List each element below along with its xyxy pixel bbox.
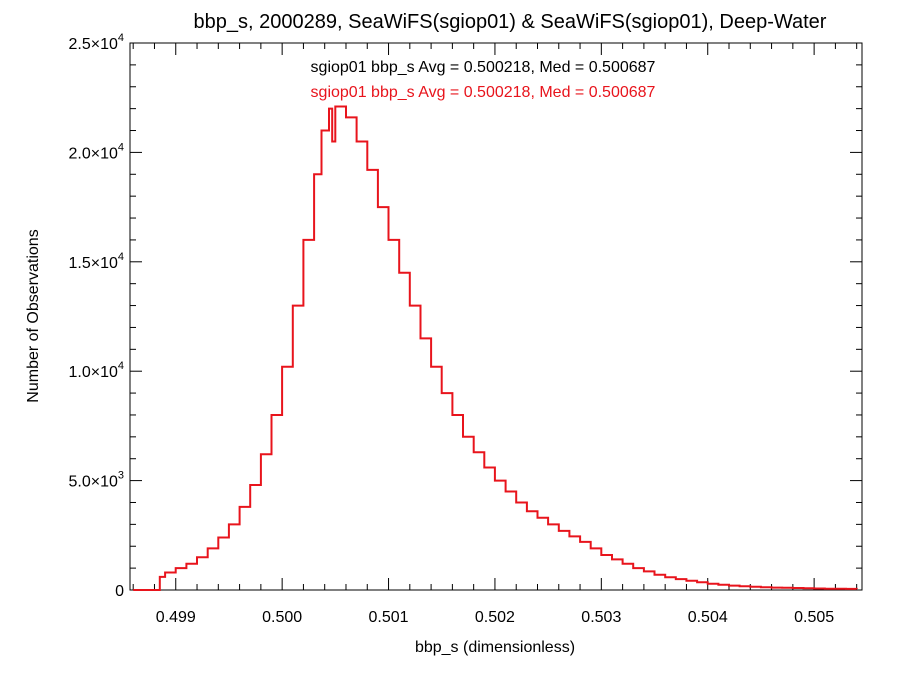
annotation-text: sgiop01 bbp_s Avg = 0.500218, Med = 0.50… xyxy=(311,59,656,76)
y-tick-label: 2.0×104 xyxy=(68,141,124,162)
x-axis-label: bbp_s (dimensionless) xyxy=(415,639,575,656)
plot-area xyxy=(129,42,863,591)
y-tick-label: 2.5×104 xyxy=(68,32,124,53)
annotation-group: sgiop01 bbp_s Avg = 0.500218, Med = 0.50… xyxy=(311,59,656,101)
x-axis-ticks: 0.499 0.500 0.501 0.502 0.503 0.504 0.505 xyxy=(132,43,858,626)
chart-title: bbp_s, 2000289, SeaWiFS(sgiop01) & SeaWi… xyxy=(194,11,827,33)
x-tick-label: 0.499 xyxy=(156,609,196,626)
x-tick-label: 0.502 xyxy=(475,609,515,626)
y-tick-label: 1.0×104 xyxy=(68,360,124,381)
y-tick-label: 0 xyxy=(115,583,124,600)
histogram-series-line xyxy=(133,105,858,591)
plot-frame xyxy=(129,42,863,591)
x-tick-label: 0.504 xyxy=(688,609,728,626)
x-tick-label: 0.501 xyxy=(369,609,409,626)
y-axis-ticks: 0 5.0×103 1.0×104 1.5×104 2.0×104 2.5×104 xyxy=(68,32,862,600)
y-tick-label: 1.5×104 xyxy=(68,251,124,272)
annotation-text: sgiop01 bbp_s Avg = 0.500218, Med = 0.50… xyxy=(311,84,656,101)
y-axis-label: Number of Observations xyxy=(25,229,42,402)
x-tick-label: 0.505 xyxy=(794,609,834,626)
x-tick-label: 0.503 xyxy=(581,609,621,626)
y-tick-label: 5.0×103 xyxy=(68,470,124,491)
x-tick-label: 0.500 xyxy=(262,609,302,626)
